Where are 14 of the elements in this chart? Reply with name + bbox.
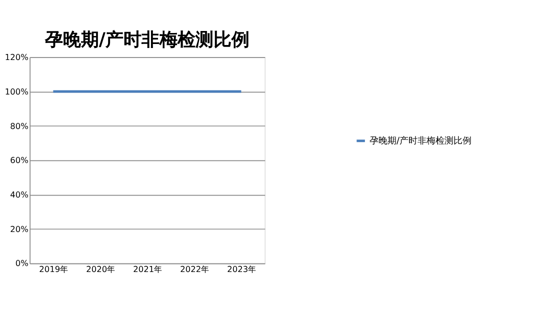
chart-title: 孕晚期/产时非梅检测比例	[44, 30, 250, 51]
y-tick-label: 80%	[10, 120, 29, 131]
x-tick-label: 2022年	[180, 264, 210, 274]
y-tick-label: 40%	[10, 189, 29, 200]
x-tick-label: 2019年	[39, 264, 68, 274]
y-tick-label: 20%	[10, 224, 29, 234]
x-tick-label: 2020年	[86, 264, 116, 274]
y-tick-label: 120%	[4, 52, 29, 62]
legend-label: 孕晚期/产时非梅检测比例	[369, 135, 472, 146]
y-tick-label: 100%	[4, 86, 29, 96]
y-tick-label: 60%	[10, 155, 29, 166]
x-tick-label: 2023年	[227, 264, 256, 274]
y-tick-label: 0%	[15, 258, 29, 268]
x-tick-label: 2021年	[133, 264, 162, 274]
